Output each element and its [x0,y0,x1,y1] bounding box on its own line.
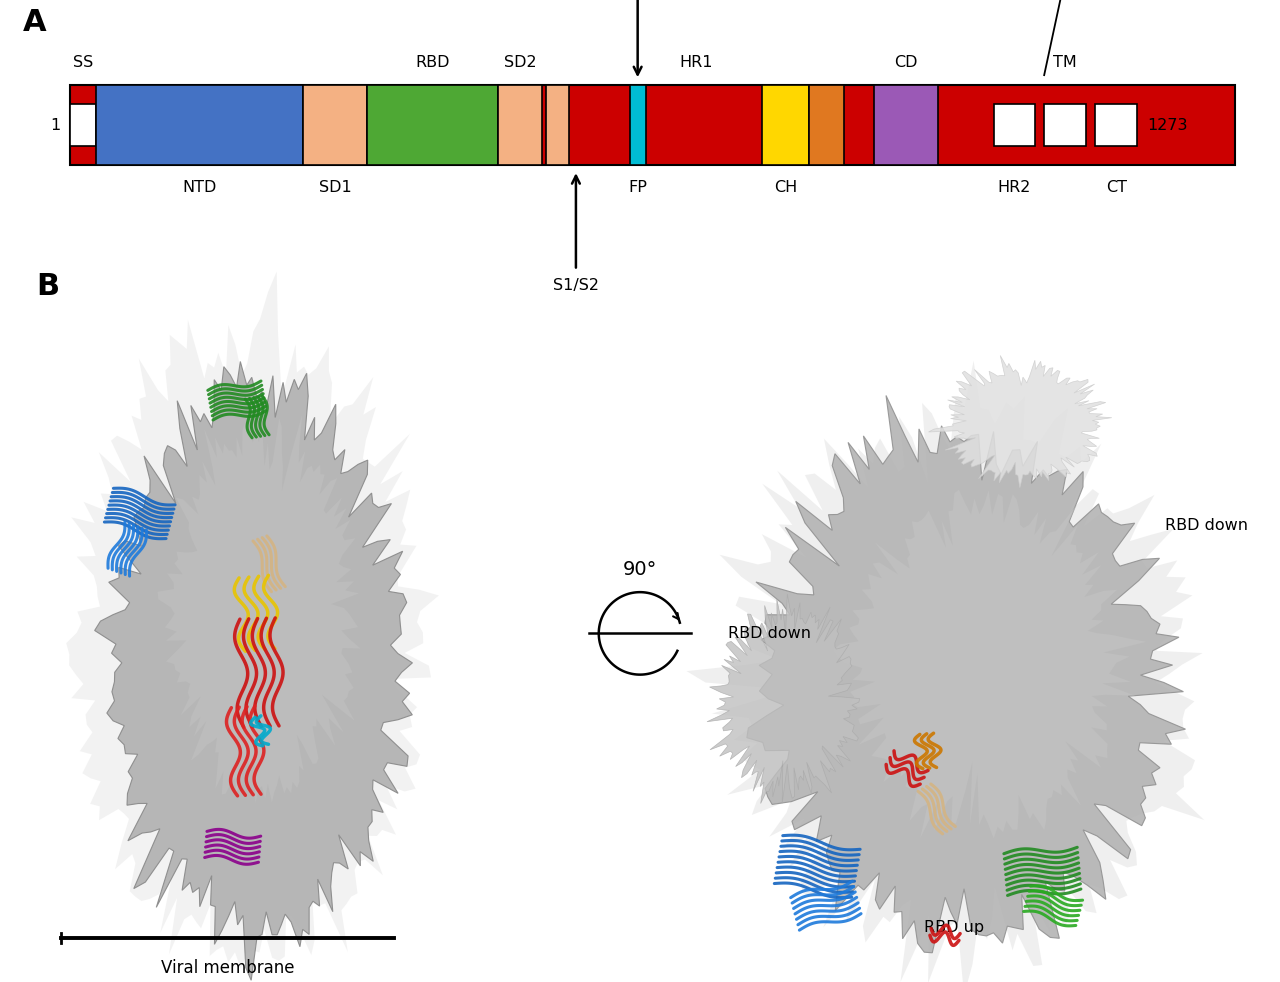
Bar [96,85,303,165]
Polygon shape [686,360,1204,982]
Text: Viral membrane: Viral membrane [161,959,294,977]
Text: A: A [23,8,46,36]
Bar [1096,104,1138,146]
Polygon shape [746,396,1185,953]
Bar [303,85,367,165]
Text: SD1: SD1 [319,181,352,195]
Polygon shape [67,271,439,968]
Polygon shape [833,490,1147,839]
Bar [874,85,938,165]
Bar [70,104,96,146]
Text: SS: SS [73,55,93,70]
Text: SD2: SD2 [504,55,536,70]
Text: RBD down: RBD down [728,626,812,641]
Polygon shape [928,355,1112,488]
Bar [763,85,809,165]
Bar [70,85,1235,165]
Polygon shape [707,594,860,803]
Text: RBD down: RBD down [1165,518,1248,533]
Text: RBD: RBD [416,55,449,70]
Polygon shape [95,361,412,980]
Text: HR2: HR2 [998,181,1032,195]
Text: FP: FP [628,181,648,195]
Bar [809,85,844,165]
Text: B: B [36,272,59,301]
Text: NTD: NTD [183,181,216,195]
Text: TM: TM [1053,55,1076,70]
Bar [498,85,543,165]
Text: HR1: HR1 [680,55,713,70]
Text: CT: CT [1106,181,1126,195]
Bar [545,85,568,165]
Text: 90°: 90° [623,561,657,579]
Bar [1044,104,1087,146]
Text: CH: CH [774,181,797,195]
Text: 1273: 1273 [1148,118,1188,133]
Text: RBD up: RBD up [924,920,984,936]
Bar [367,85,498,165]
Bar [630,85,646,165]
Text: CD: CD [895,55,918,70]
Text: S1/S2: S1/S2 [553,278,599,293]
Text: 1: 1 [50,118,60,133]
Polygon shape [157,414,361,803]
Bar [995,104,1034,146]
